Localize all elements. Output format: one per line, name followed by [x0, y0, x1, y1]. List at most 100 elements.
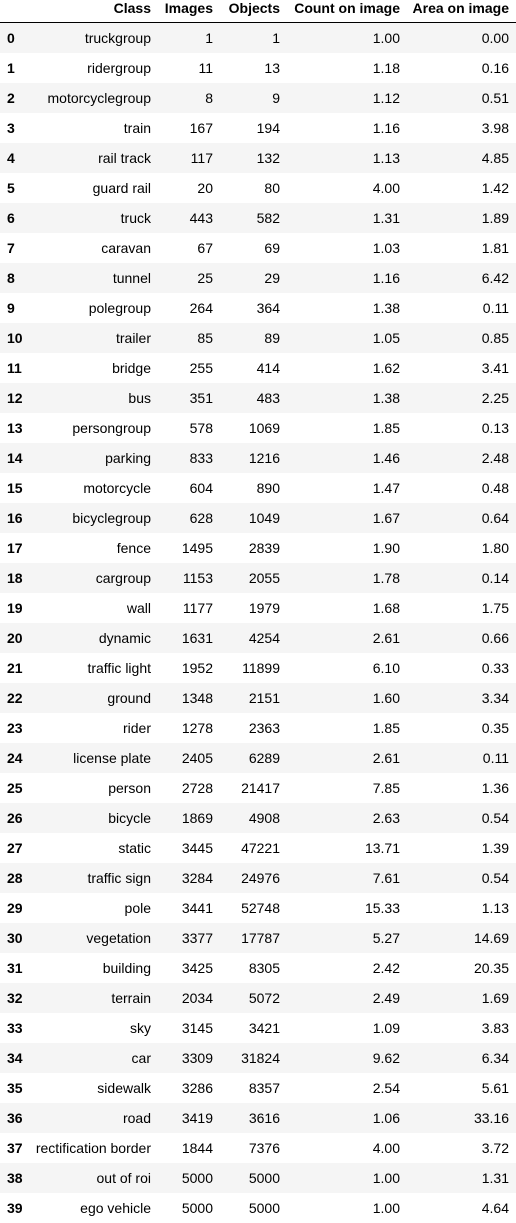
objects-cell: 5000	[220, 1193, 287, 1223]
class-cell: caravan	[28, 233, 158, 263]
area-on-image-cell: 3.72	[407, 1133, 516, 1163]
class-cell: ground	[28, 683, 158, 713]
class-cell: rider	[28, 713, 158, 743]
class-cell: bicycle	[28, 803, 158, 833]
images-cell: 3286	[158, 1073, 220, 1103]
count-on-image-cell: 1.06	[287, 1103, 407, 1133]
images-cell: 67	[158, 233, 220, 263]
images-cell: 20	[158, 173, 220, 203]
class-cell: traffic sign	[28, 863, 158, 893]
objects-cell: 4908	[220, 803, 287, 833]
header-class: Class	[28, 0, 158, 23]
count-on-image-cell: 1.62	[287, 353, 407, 383]
row-index: 37	[0, 1133, 28, 1163]
row-index: 13	[0, 413, 28, 443]
count-on-image-cell: 2.54	[287, 1073, 407, 1103]
area-on-image-cell: 3.98	[407, 113, 516, 143]
row-index: 39	[0, 1193, 28, 1223]
row-index: 7	[0, 233, 28, 263]
class-cell: terrain	[28, 983, 158, 1013]
class-cell: bicyclegroup	[28, 503, 158, 533]
images-cell: 1844	[158, 1133, 220, 1163]
class-cell: sidewalk	[28, 1073, 158, 1103]
images-cell: 833	[158, 443, 220, 473]
row-index: 2	[0, 83, 28, 113]
objects-cell: 1049	[220, 503, 287, 533]
objects-cell: 890	[220, 473, 287, 503]
row-index: 11	[0, 353, 28, 383]
class-cell: ridergroup	[28, 53, 158, 83]
images-cell: 255	[158, 353, 220, 383]
count-on-image-cell: 1.67	[287, 503, 407, 533]
count-on-image-cell: 13.71	[287, 833, 407, 863]
images-cell: 5000	[158, 1163, 220, 1193]
objects-cell: 1979	[220, 593, 287, 623]
objects-cell: 24976	[220, 863, 287, 893]
header-objects: Objects	[220, 0, 287, 23]
area-on-image-cell: 3.83	[407, 1013, 516, 1043]
class-cell: vegetation	[28, 923, 158, 953]
count-on-image-cell: 7.61	[287, 863, 407, 893]
row-index: 14	[0, 443, 28, 473]
class-cell: ego vehicle	[28, 1193, 158, 1223]
area-on-image-cell: 0.13	[407, 413, 516, 443]
row-index: 33	[0, 1013, 28, 1043]
row-index: 17	[0, 533, 28, 563]
class-cell: truckgroup	[28, 23, 158, 54]
class-cell: building	[28, 953, 158, 983]
row-index: 38	[0, 1163, 28, 1193]
count-on-image-cell: 5.27	[287, 923, 407, 953]
area-on-image-cell: 2.25	[407, 383, 516, 413]
area-on-image-cell: 1.81	[407, 233, 516, 263]
count-on-image-cell: 1.18	[287, 53, 407, 83]
area-on-image-cell: 4.64	[407, 1193, 516, 1223]
images-cell: 3377	[158, 923, 220, 953]
row-index: 36	[0, 1103, 28, 1133]
count-on-image-cell: 1.90	[287, 533, 407, 563]
objects-cell: 414	[220, 353, 287, 383]
count-on-image-cell: 1.46	[287, 443, 407, 473]
row-index: 16	[0, 503, 28, 533]
count-on-image-cell: 2.61	[287, 743, 407, 773]
row-index: 24	[0, 743, 28, 773]
area-on-image-cell: 1.89	[407, 203, 516, 233]
objects-cell: 2055	[220, 563, 287, 593]
images-cell: 3145	[158, 1013, 220, 1043]
class-cell: road	[28, 1103, 158, 1133]
count-on-image-cell: 1.03	[287, 233, 407, 263]
class-cell: rail track	[28, 143, 158, 173]
row-index: 31	[0, 953, 28, 983]
objects-cell: 3421	[220, 1013, 287, 1043]
row-index: 8	[0, 263, 28, 293]
objects-cell: 7376	[220, 1133, 287, 1163]
header-images: Images	[158, 0, 220, 23]
area-on-image-cell: 1.75	[407, 593, 516, 623]
count-on-image-cell: 1.00	[287, 23, 407, 54]
images-cell: 1	[158, 23, 220, 54]
objects-cell: 29	[220, 263, 287, 293]
images-cell: 3309	[158, 1043, 220, 1073]
row-index: 6	[0, 203, 28, 233]
row-index: 29	[0, 893, 28, 923]
area-on-image-cell: 0.14	[407, 563, 516, 593]
images-cell: 117	[158, 143, 220, 173]
count-on-image-cell: 1.38	[287, 293, 407, 323]
images-cell: 628	[158, 503, 220, 533]
images-cell: 1952	[158, 653, 220, 683]
area-on-image-cell: 3.41	[407, 353, 516, 383]
area-on-image-cell: 1.42	[407, 173, 516, 203]
area-on-image-cell: 1.13	[407, 893, 516, 923]
